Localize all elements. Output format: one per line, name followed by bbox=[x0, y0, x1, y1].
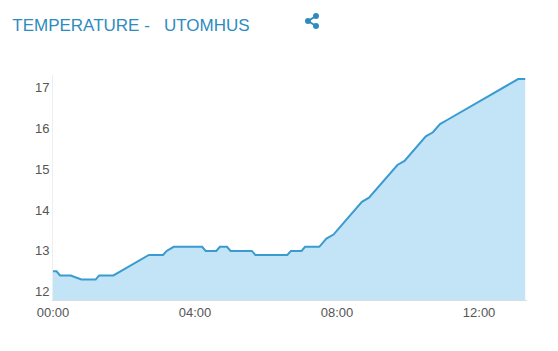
svg-text:04:00: 04:00 bbox=[179, 305, 212, 320]
svg-text:12:00: 12:00 bbox=[463, 305, 496, 320]
svg-text:14: 14 bbox=[35, 203, 49, 218]
svg-text:15: 15 bbox=[35, 162, 49, 177]
svg-text:12: 12 bbox=[35, 284, 49, 299]
svg-text:16: 16 bbox=[35, 121, 49, 136]
svg-text:TEMPERATURE - UTOMHUS: TEMPERATURE - UTOMHUS bbox=[12, 16, 249, 35]
svg-text:13: 13 bbox=[35, 243, 49, 258]
svg-text:08:00: 08:00 bbox=[321, 305, 354, 320]
svg-text:00:00: 00:00 bbox=[37, 305, 70, 320]
svg-text:17: 17 bbox=[35, 80, 49, 95]
